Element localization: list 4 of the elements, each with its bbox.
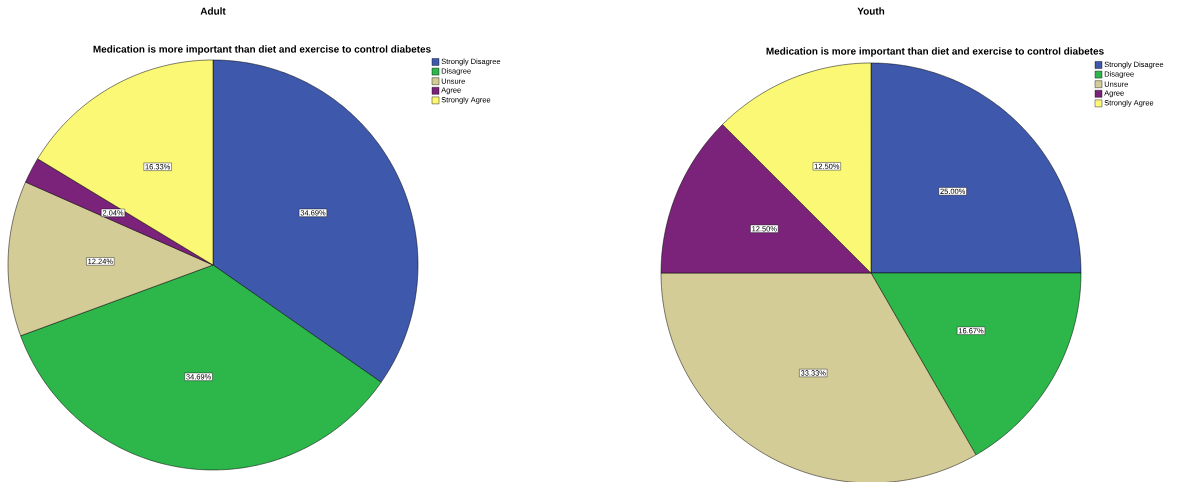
chart-title: Adult bbox=[200, 7, 226, 15]
chart-subtitle: Medication is more important than diet and exercise to control diabetes bbox=[93, 45, 431, 55]
chart-title: Youth bbox=[857, 7, 885, 15]
chart-subtitle: Medication is more important than diet and exercise to control diabetes bbox=[766, 47, 1104, 57]
